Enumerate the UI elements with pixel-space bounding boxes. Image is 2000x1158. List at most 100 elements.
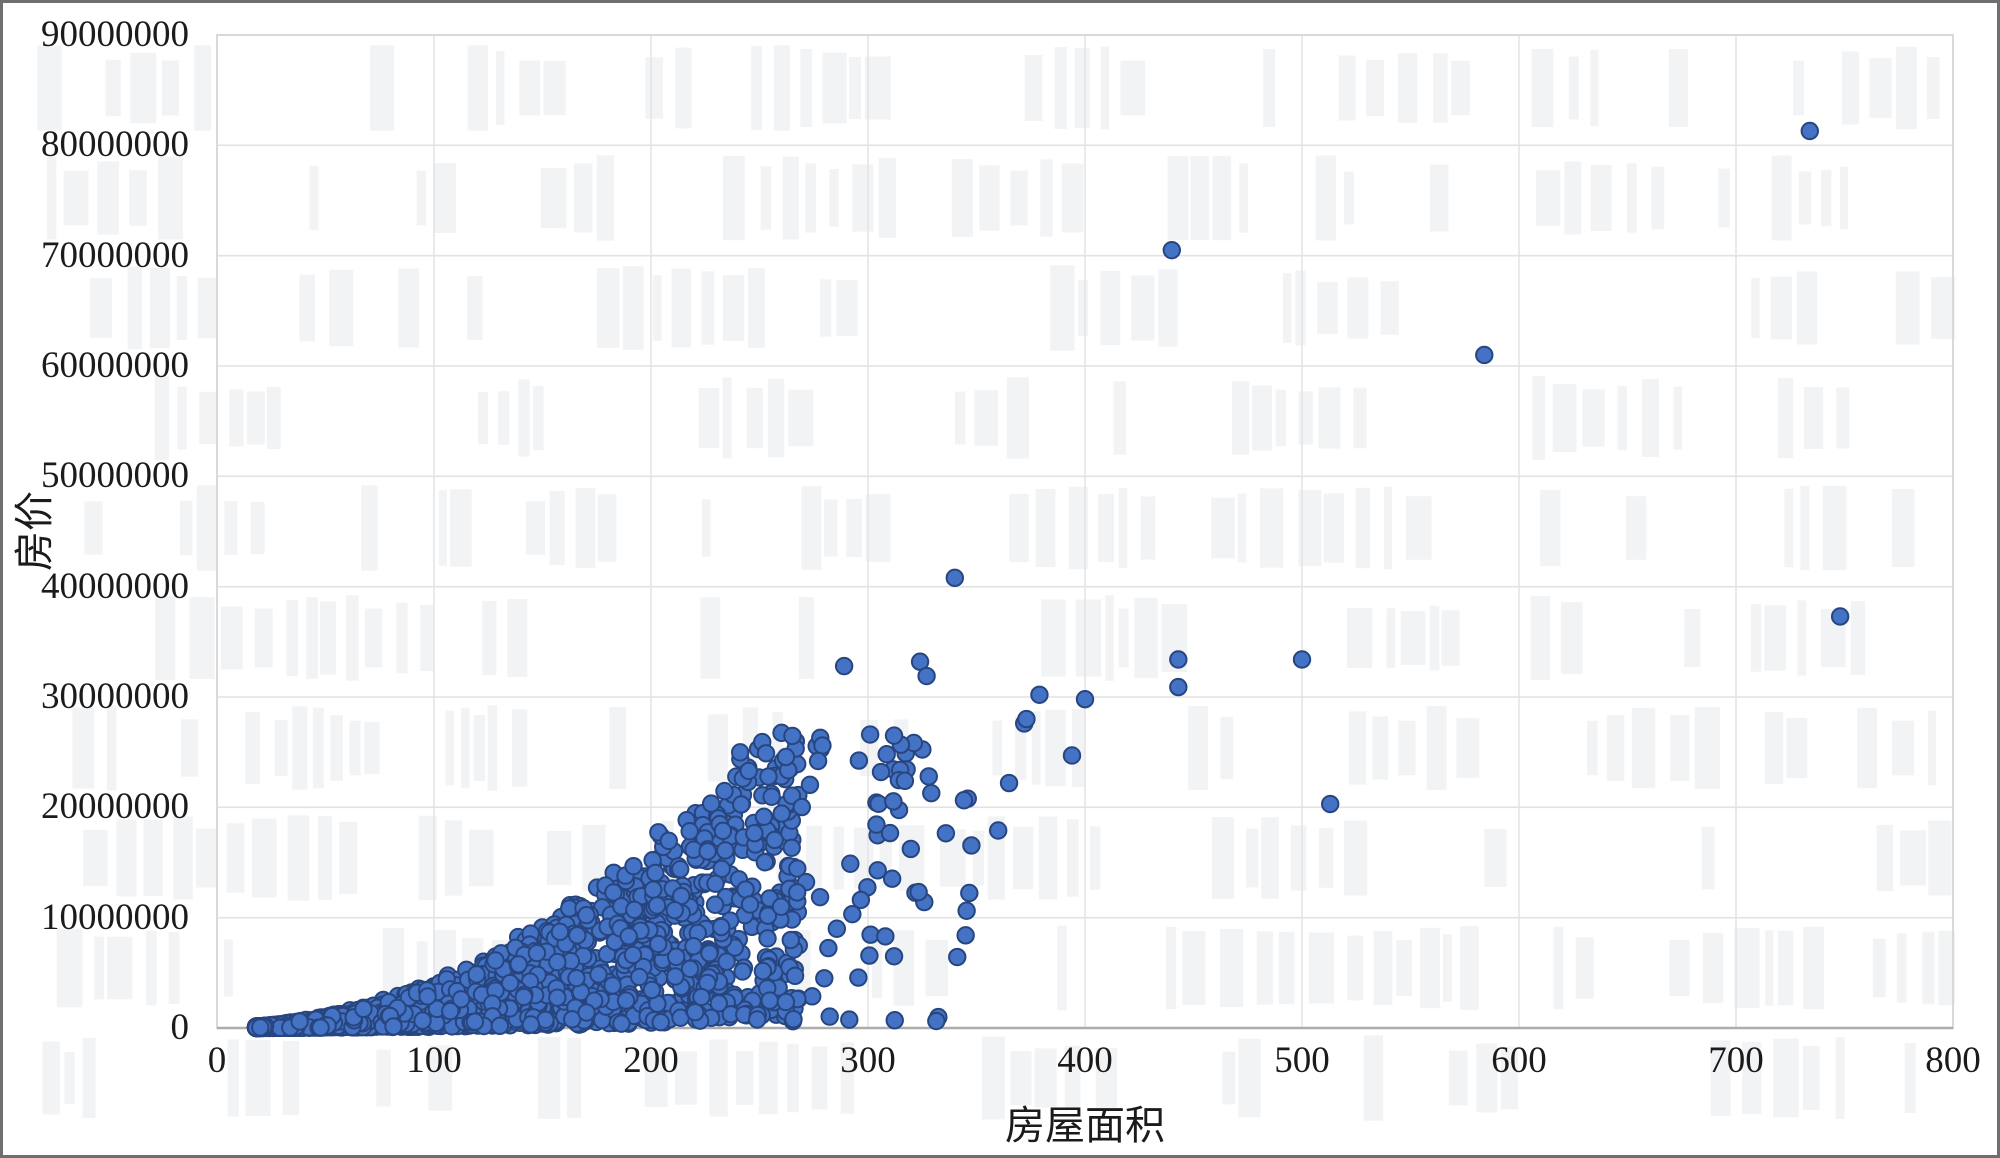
- watermark-block: [1891, 488, 1915, 568]
- data-point: [776, 747, 796, 767]
- watermark-block: [361, 485, 378, 571]
- data-point: [730, 743, 750, 762]
- data-point: [849, 968, 868, 987]
- data-point: [820, 1007, 839, 1026]
- watermark-block: [1575, 937, 1594, 999]
- data-point: [548, 952, 567, 972]
- data-point: [849, 751, 869, 770]
- watermark-block: [64, 1051, 75, 1105]
- watermark-block: [1684, 608, 1701, 668]
- watermark-block: [154, 375, 170, 461]
- watermark-block: [428, 1045, 453, 1111]
- data-point: [665, 900, 684, 920]
- watermark-block: [644, 1048, 668, 1108]
- data-point: [783, 726, 802, 746]
- watermark-block: [746, 387, 763, 449]
- data-point: [815, 969, 834, 988]
- watermark-block: [1211, 497, 1235, 559]
- watermark-block: [94, 936, 105, 1000]
- watermark-block: [1353, 387, 1367, 449]
- watermark-block: [1765, 930, 1774, 1006]
- data-point: [771, 897, 791, 916]
- watermark-block: [1433, 53, 1448, 123]
- watermark-block: [1456, 718, 1480, 778]
- data-point: [625, 900, 644, 920]
- watermark-block: [782, 156, 800, 240]
- watermark-block: [1372, 716, 1389, 780]
- watermark-block: [1770, 276, 1792, 340]
- watermark-block: [833, 826, 844, 890]
- data-point: [589, 965, 608, 984]
- watermark-block: [1850, 601, 1866, 675]
- watermark-block: [1008, 494, 1029, 562]
- data-point: [759, 767, 778, 786]
- watermark-block: [1074, 47, 1090, 129]
- watermark-block: [398, 268, 420, 348]
- watermark-block: [416, 170, 427, 226]
- data-point: [733, 962, 752, 981]
- watermark-block: [1318, 387, 1341, 449]
- watermark-block: [1040, 159, 1053, 237]
- watermark-block: [416, 941, 428, 995]
- watermark-block: [852, 164, 874, 232]
- watermark-block: [1793, 60, 1804, 116]
- watermark-block: [1366, 59, 1384, 117]
- watermark-block: [1701, 826, 1715, 890]
- watermark-block: [1118, 608, 1129, 668]
- watermark-block: [286, 599, 298, 677]
- watermark-block: [1075, 599, 1102, 677]
- watermark-block: [306, 597, 318, 679]
- data-point: [827, 919, 847, 938]
- watermark-block: [829, 169, 839, 227]
- watermark-block: [1840, 166, 1849, 230]
- data-point: [619, 927, 638, 946]
- data-point: [919, 767, 938, 786]
- watermark-block: [330, 715, 343, 781]
- data-point: [354, 999, 373, 1019]
- watermark-block: [1784, 488, 1794, 568]
- watermark-block: [671, 268, 692, 348]
- watermark-block: [772, 712, 784, 784]
- watermark-block: [1237, 493, 1247, 563]
- watermark-block: [537, 1037, 561, 1119]
- watermark-block: [846, 498, 862, 558]
- data-point: [646, 863, 665, 883]
- data-point: [647, 896, 667, 915]
- watermark-block: [798, 597, 815, 679]
- x-tick-label: 100: [406, 1040, 462, 1081]
- watermark-block: [251, 818, 277, 898]
- watermark-block: [925, 939, 949, 997]
- data-point: [877, 745, 896, 764]
- watermark-block: [1261, 817, 1279, 899]
- data-point: [1017, 709, 1036, 729]
- scatter-plot-svg: [37, 34, 1956, 1121]
- data-point: [753, 961, 773, 981]
- data-point: [800, 775, 820, 795]
- watermark-block: [287, 815, 310, 901]
- y-tick-label: 0: [170, 1007, 190, 1048]
- data-point: [871, 762, 891, 782]
- watermark-block: [254, 608, 273, 668]
- watermark-block: [1263, 49, 1276, 127]
- watermark-block: [1798, 171, 1812, 225]
- data-point: [603, 976, 622, 995]
- watermark-block: [1803, 926, 1824, 1010]
- watermark-block: [872, 937, 883, 999]
- watermark-block: [1220, 928, 1244, 1008]
- watermark-block: [1054, 47, 1067, 129]
- data-point: [803, 987, 822, 1006]
- data-point: [465, 1012, 485, 1031]
- data-point: [869, 794, 888, 813]
- data-point: [841, 854, 860, 873]
- watermark-block: [1896, 46, 1917, 130]
- data-point: [901, 839, 921, 859]
- data-point: [948, 947, 967, 967]
- watermark-block: [1606, 714, 1625, 782]
- watermark-block: [1165, 926, 1177, 1010]
- watermark-block: [1764, 711, 1784, 785]
- watermark-block: [609, 706, 627, 790]
- watermark-block: [179, 500, 193, 556]
- watermark-block: [1318, 828, 1334, 888]
- watermark-block: [1532, 376, 1545, 460]
- data-point: [861, 925, 880, 944]
